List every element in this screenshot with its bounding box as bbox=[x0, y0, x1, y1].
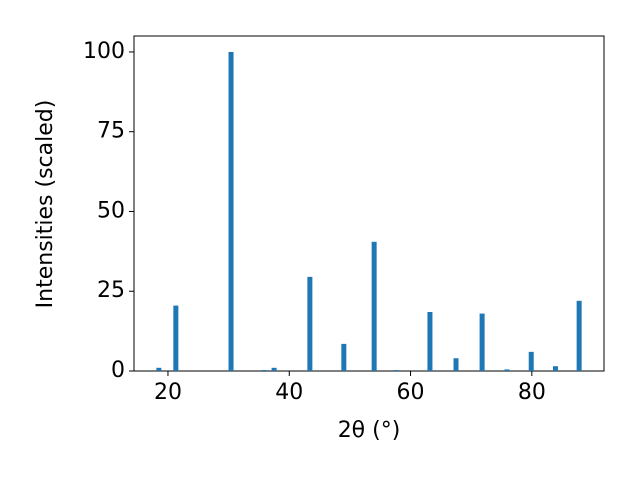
bar bbox=[528, 351, 534, 371]
x-tick-label: 20 bbox=[154, 380, 182, 405]
x-tick-label: 40 bbox=[275, 380, 303, 405]
y-tick-label: 100 bbox=[83, 39, 125, 64]
y-axis-label: Intensities (scaled) bbox=[33, 100, 58, 309]
bar bbox=[576, 300, 582, 371]
bar bbox=[156, 367, 162, 371]
x-axis-label: 2θ (°) bbox=[338, 418, 401, 443]
bar bbox=[552, 366, 558, 371]
bar bbox=[341, 343, 347, 371]
bar bbox=[371, 241, 377, 371]
bar bbox=[479, 313, 485, 371]
bar bbox=[307, 276, 313, 371]
bar bbox=[453, 358, 459, 371]
bar bbox=[228, 51, 234, 371]
bar bbox=[261, 370, 267, 371]
plot-frame bbox=[133, 35, 605, 372]
y-tick-label: 25 bbox=[97, 278, 125, 303]
bar bbox=[504, 369, 510, 371]
y-tick-label: 75 bbox=[97, 119, 125, 144]
bar bbox=[393, 370, 399, 371]
y-tick-label: 0 bbox=[111, 358, 125, 383]
x-tick-label: 60 bbox=[397, 380, 425, 405]
y-tick-label: 50 bbox=[97, 198, 125, 223]
bar bbox=[427, 311, 433, 371]
bar bbox=[271, 367, 277, 371]
bar bbox=[173, 305, 179, 371]
x-tick-label: 80 bbox=[518, 380, 546, 405]
